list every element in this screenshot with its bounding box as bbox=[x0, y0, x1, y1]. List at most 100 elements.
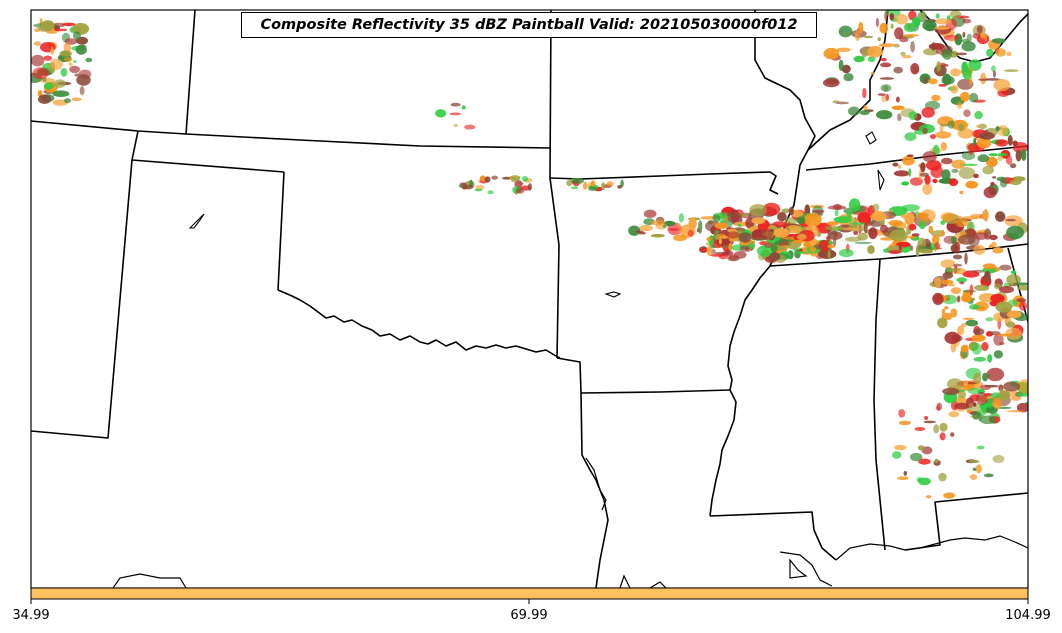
reflectivity-blob bbox=[991, 241, 997, 248]
reflectivity-blob bbox=[738, 223, 742, 227]
reflectivity-blob bbox=[955, 52, 968, 56]
reflectivity-blob bbox=[941, 308, 946, 315]
reflectivity-blob bbox=[832, 100, 840, 104]
reflectivity-blob bbox=[738, 232, 752, 243]
reflectivity-blob bbox=[975, 464, 982, 474]
reflectivity-blob bbox=[1010, 395, 1022, 401]
reflectivity-blob bbox=[920, 162, 926, 173]
reflectivity-blob bbox=[1013, 282, 1028, 286]
reflectivity-blob bbox=[898, 244, 902, 251]
reflectivity-blob bbox=[903, 470, 908, 476]
reflectivity-blob bbox=[901, 155, 915, 166]
reflectivity-blob bbox=[939, 422, 948, 432]
reflectivity-blob bbox=[718, 238, 723, 245]
reflectivity-blob bbox=[950, 432, 955, 437]
reflectivity-blob bbox=[910, 41, 915, 53]
reflectivity-blob bbox=[838, 25, 853, 38]
reflectivity-blob bbox=[897, 113, 902, 122]
reflectivity-blob bbox=[72, 60, 77, 63]
border-new-mexico-west bbox=[31, 159, 133, 439]
reflectivity-blob bbox=[922, 151, 937, 163]
coastline bbox=[112, 457, 1028, 588]
reflectivity-blob bbox=[992, 455, 1005, 463]
map-title: Composite Reflectivity 35 dBZ Paintball … bbox=[241, 12, 817, 38]
reflectivity-blob bbox=[935, 18, 951, 25]
reflectivity-blob bbox=[902, 55, 912, 59]
reflectivity-blob bbox=[876, 110, 893, 120]
reflectivity-blob bbox=[916, 477, 923, 483]
border-wyoming-nebraska bbox=[185, 10, 196, 135]
border-new-mexico-north bbox=[131, 159, 285, 173]
reflectivity-blob bbox=[908, 111, 918, 121]
reflectivity-blob bbox=[59, 50, 72, 57]
reflectivity-blob bbox=[962, 18, 972, 24]
reflectivity-blob bbox=[990, 293, 1005, 303]
reflectivity-blob bbox=[908, 223, 917, 231]
reflectivity-blob bbox=[921, 11, 926, 21]
reflectivity-blob bbox=[935, 131, 952, 139]
reflectivity-blob bbox=[796, 216, 806, 225]
colorbar-tick-label-mid: 69.99 bbox=[510, 608, 548, 623]
reflectivity-blob bbox=[527, 183, 532, 191]
reflectivity-blob bbox=[932, 178, 938, 184]
reflectivity-blob bbox=[950, 84, 959, 94]
reflectivity-blob bbox=[898, 164, 901, 169]
reflectivity-blob bbox=[50, 58, 63, 70]
reflectivity-blob bbox=[479, 175, 486, 182]
reflectivity-blob bbox=[910, 245, 914, 251]
reflectivity-blob bbox=[501, 176, 512, 180]
reflectivity-blob bbox=[872, 203, 880, 212]
reflectivity-blob bbox=[606, 181, 614, 187]
reflectivity-blob bbox=[948, 283, 955, 287]
reflectivity-blob bbox=[867, 219, 885, 227]
reflectivity-blob bbox=[79, 86, 85, 96]
reflectivity-blob bbox=[857, 212, 872, 225]
reflectivity-blob bbox=[877, 93, 886, 96]
reflectivity-blob bbox=[750, 234, 768, 241]
reflectivity-blob bbox=[933, 424, 940, 434]
reflectivity-blob bbox=[928, 225, 934, 234]
colorbar bbox=[30, 587, 1029, 600]
reflectivity-blob bbox=[950, 341, 957, 353]
border-texas-louisiana bbox=[580, 392, 609, 588]
reflectivity-blob bbox=[937, 317, 948, 329]
reflectivity-blob bbox=[940, 220, 946, 225]
reflectivity-blob bbox=[31, 54, 45, 67]
reflectivity-blob bbox=[38, 24, 49, 32]
reflectivity-blob bbox=[1005, 155, 1013, 165]
reflectivity-blob bbox=[724, 212, 743, 217]
reflectivity-blob bbox=[1006, 274, 1021, 286]
reflectivity-blob bbox=[988, 234, 998, 241]
reflectivity-blob bbox=[804, 213, 822, 227]
reflectivity-blob bbox=[888, 220, 903, 226]
reflectivity-blob bbox=[1006, 321, 1016, 328]
reflectivity-blob bbox=[971, 342, 982, 355]
reflectivity-blob bbox=[809, 246, 817, 252]
reflectivity-blob bbox=[770, 243, 778, 253]
reflectivity-blob bbox=[941, 157, 953, 165]
reflectivity-blob bbox=[677, 223, 681, 228]
reflectivity-blob bbox=[936, 405, 941, 411]
reflectivity-blob bbox=[895, 96, 900, 103]
reflectivity-blob bbox=[950, 308, 958, 318]
reflectivity-blob bbox=[923, 420, 936, 424]
reflectivity-blob bbox=[877, 37, 881, 42]
reflectivity-blob bbox=[973, 232, 989, 240]
reflectivity-blob bbox=[940, 123, 950, 127]
reflectivity-blob bbox=[890, 23, 894, 29]
reflectivity-blob bbox=[962, 163, 978, 166]
reflectivity-blob bbox=[43, 82, 54, 90]
reflectivity-blob bbox=[827, 249, 831, 259]
reflectivity-blob bbox=[484, 176, 491, 183]
reflectivity-blob bbox=[942, 49, 953, 60]
reflectivity-blob bbox=[986, 48, 994, 58]
reflectivity-blob bbox=[650, 233, 665, 238]
reflectivity-blob bbox=[706, 245, 713, 257]
reflectivity-blob bbox=[617, 185, 622, 189]
reflectivity-blob bbox=[1010, 163, 1017, 169]
reflectivity-blob bbox=[885, 10, 901, 18]
reflectivity-blob bbox=[936, 61, 942, 72]
reflectivity-blob bbox=[940, 212, 956, 222]
reflectivity-blob bbox=[1015, 149, 1022, 162]
reflectivity-blob bbox=[706, 237, 712, 242]
